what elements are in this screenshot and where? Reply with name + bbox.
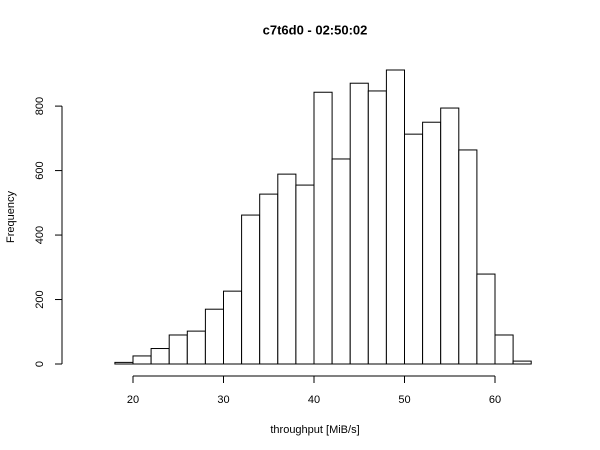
y-tick-label: 600 bbox=[34, 161, 46, 179]
bar bbox=[295, 184, 315, 365]
bar bbox=[367, 90, 387, 365]
x-tick-label: 30 bbox=[217, 394, 229, 406]
bar bbox=[458, 149, 478, 365]
bar bbox=[385, 69, 405, 365]
y-axis-label: Frequency bbox=[5, 191, 17, 243]
bar bbox=[277, 173, 297, 365]
bar bbox=[241, 214, 261, 365]
x-axis-label: throughput [MiB/s] bbox=[270, 424, 359, 436]
bar bbox=[494, 334, 514, 365]
bar bbox=[168, 334, 188, 365]
bar bbox=[132, 355, 152, 365]
y-tick-label: 200 bbox=[34, 290, 46, 308]
bar bbox=[313, 91, 333, 365]
chart-title: c7t6d0 - 02:50:02 bbox=[263, 22, 368, 37]
bar bbox=[186, 330, 206, 365]
bar bbox=[349, 82, 369, 365]
bar bbox=[223, 290, 243, 365]
bar bbox=[476, 273, 496, 365]
x-tick-label: 40 bbox=[308, 394, 320, 406]
x-tick-label: 50 bbox=[398, 394, 410, 406]
bar bbox=[150, 348, 170, 365]
y-tick-label: 800 bbox=[34, 97, 46, 115]
bar bbox=[114, 361, 134, 365]
bar bbox=[204, 308, 224, 365]
bar bbox=[440, 107, 460, 365]
bar bbox=[259, 193, 279, 365]
bar bbox=[331, 158, 351, 365]
y-tick-label: 400 bbox=[34, 226, 46, 244]
bar bbox=[404, 133, 424, 365]
x-tick-label: 60 bbox=[489, 394, 501, 406]
x-tick-label: 20 bbox=[127, 394, 139, 406]
y-tick-label: 0 bbox=[34, 361, 46, 367]
bar bbox=[512, 360, 532, 365]
bar bbox=[422, 121, 442, 365]
